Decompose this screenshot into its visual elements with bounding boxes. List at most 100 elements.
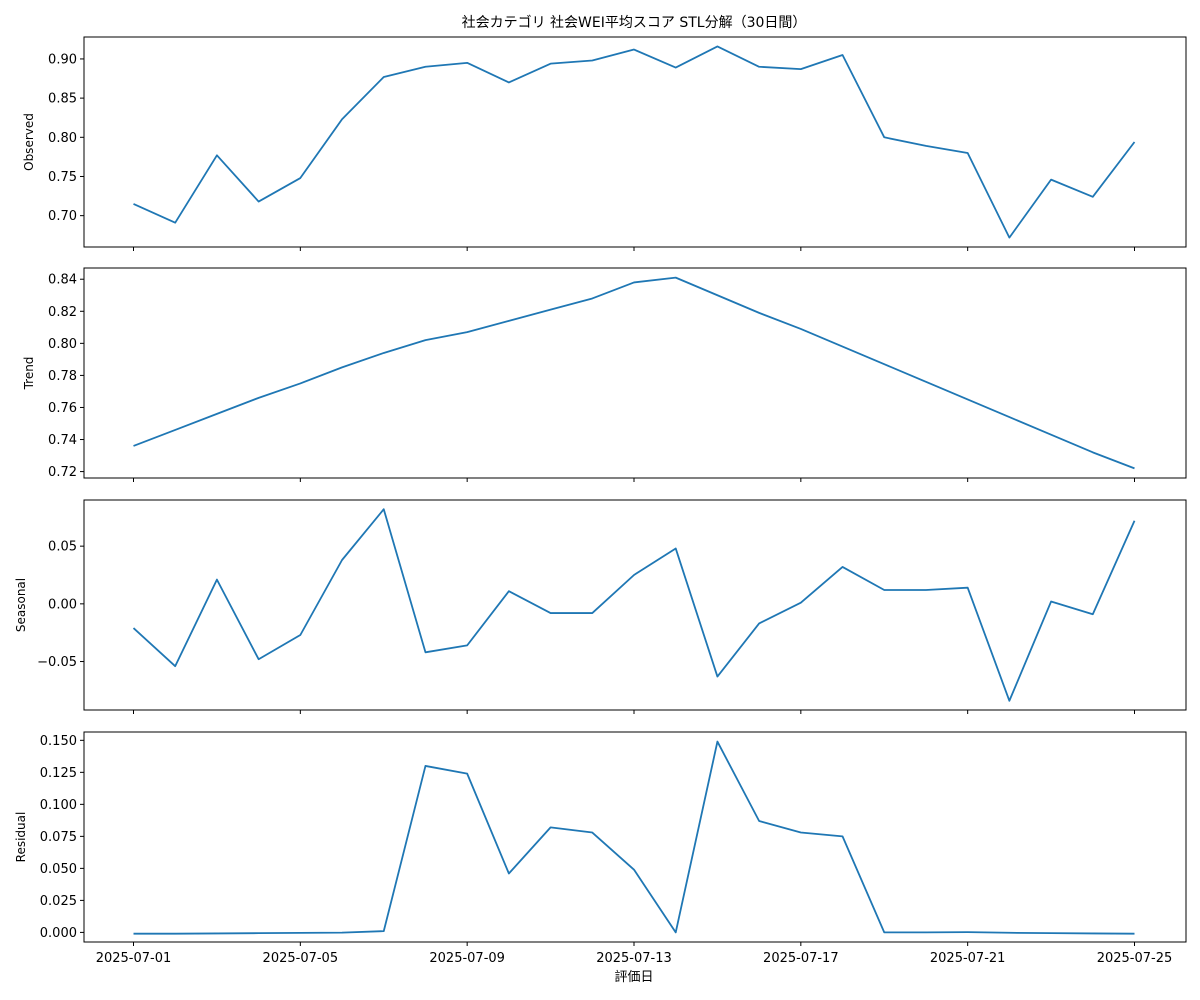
seasonal-point-8: [466, 644, 468, 646]
residual-point-8: [466, 773, 468, 775]
seasonal-point-18: [883, 589, 885, 591]
seasonal-point-21: [1008, 700, 1010, 702]
observed-y-tick-label-1: 0.75: [48, 170, 77, 185]
trend-y-tick-label-5: 0.82: [48, 305, 77, 320]
observed-point-15: [758, 66, 760, 68]
residual-point-9: [508, 872, 510, 874]
residual-point-11: [591, 832, 593, 834]
observed-plot-frame: [83, 36, 1187, 248]
observed-point-9: [508, 81, 510, 83]
observed-y-tick-label-2: 0.80: [48, 131, 77, 146]
seasonal-point-6: [383, 508, 385, 510]
observed-point-4: [299, 177, 301, 179]
residual-point-12: [633, 869, 635, 871]
residual-y-tick-label-4: 0.100: [40, 798, 77, 813]
panel-seasonal: −0.05 0.00 0.05 Seasonal: [14, 499, 1187, 714]
seasonal-point-17: [842, 566, 844, 568]
residual-y-tick-label-2: 0.050: [40, 862, 77, 877]
trend-plot-frame: [83, 267, 1187, 479]
trend-point-20: [967, 398, 969, 400]
trend-point-15: [758, 312, 760, 314]
observed-y-tick-label-0: 0.70: [48, 209, 77, 224]
trend-series-line: [133, 276, 1135, 470]
observed-y-tick-label-4: 0.90: [48, 52, 77, 67]
x-tick-label-0: 2025-07-01: [96, 951, 172, 966]
trend-y-tick-label-0: 0.72: [48, 465, 77, 480]
observed-point-12: [633, 49, 635, 51]
residual-point-21: [1008, 932, 1010, 934]
trend-point-22: [1050, 434, 1052, 436]
seasonal-point-7: [424, 651, 426, 653]
observed-point-21: [1008, 237, 1010, 239]
seasonal-point-23: [1092, 613, 1094, 615]
seasonal-point-15: [758, 622, 760, 624]
observed-point-16: [800, 68, 802, 70]
observed-point-1: [174, 222, 176, 224]
seasonal-point-9: [508, 590, 510, 592]
observed-point-18: [883, 136, 885, 138]
trend-point-2: [216, 413, 218, 415]
seasonal-y-tick-label-1: 0.00: [48, 597, 77, 612]
trend-y-tick-label-3: 0.78: [48, 369, 77, 384]
observed-point-11: [591, 60, 593, 62]
observed-point-0: [133, 203, 135, 205]
seasonal-point-20: [967, 587, 969, 589]
residual-point-17: [842, 835, 844, 837]
residual-point-10: [550, 826, 552, 828]
trend-point-21: [1008, 416, 1010, 418]
seasonal-point-0: [133, 627, 135, 629]
observed-point-22: [1050, 179, 1052, 181]
residual-y-tick-label-3: 0.075: [40, 830, 77, 845]
trend-point-10: [550, 309, 552, 311]
trend-point-8: [466, 331, 468, 333]
panel-observed: 0.70 0.75 0.80 0.85 0.90 Observed: [22, 36, 1187, 251]
x-tick-label-1: 2025-07-05: [263, 951, 339, 966]
residual-point-19: [925, 931, 927, 933]
residual-y-tick-label-6: 0.150: [40, 734, 77, 749]
residual-point-7: [424, 765, 426, 767]
residual-point-15: [758, 820, 760, 822]
trend-point-14: [716, 294, 718, 296]
residual-y-axis-label: Residual: [14, 812, 28, 863]
residual-point-18: [883, 931, 885, 933]
residual-point-22: [1050, 932, 1052, 934]
trend-point-1: [174, 429, 176, 431]
residual-y-tick-label-0: 0.000: [40, 926, 77, 941]
x-tick-label-5: 2025-07-21: [930, 951, 1006, 966]
observed-point-3: [258, 201, 260, 203]
seasonal-point-11: [591, 612, 593, 614]
trend-point-12: [633, 281, 635, 283]
residual-point-14: [716, 741, 718, 743]
trend-point-0: [133, 445, 135, 447]
x-tick-label-6: 2025-07-25: [1097, 951, 1173, 966]
observed-series-line: [133, 45, 1136, 239]
seasonal-point-10: [550, 612, 552, 614]
observed-point-14: [716, 45, 718, 47]
seasonal-series-line: [132, 508, 1136, 702]
trend-point-7: [424, 339, 426, 341]
seasonal-point-14: [716, 676, 718, 678]
observed-point-6: [383, 76, 385, 78]
residual-point-6: [383, 930, 385, 932]
seasonal-point-1: [174, 665, 176, 667]
seasonal-point-2: [216, 579, 218, 581]
trend-point-6: [383, 352, 385, 354]
x-tick-label-4: 2025-07-17: [763, 951, 839, 966]
seasonal-y-axis-label: Seasonal: [14, 578, 28, 632]
trend-point-17: [842, 346, 844, 348]
seasonal-y-tick-label-0: −0.05: [37, 655, 77, 670]
seasonal-point-13: [675, 547, 677, 549]
observed-y-tick-label-3: 0.85: [48, 92, 77, 107]
residual-plot-frame: [83, 731, 1187, 943]
observed-point-24: [1134, 141, 1136, 143]
residual-series-line: [133, 740, 1135, 935]
residual-point-16: [800, 832, 802, 834]
residual-point-5: [341, 932, 343, 934]
observed-point-13: [675, 67, 677, 69]
panel-trend: 0.72 0.74 0.76 0.78 0.80 0.82 0.84 Trend: [22, 267, 1187, 482]
seasonal-point-5: [341, 559, 343, 561]
observed-point-17: [842, 54, 844, 56]
seasonal-y-tick-label-2: 0.05: [48, 540, 77, 555]
trend-point-4: [299, 382, 301, 384]
